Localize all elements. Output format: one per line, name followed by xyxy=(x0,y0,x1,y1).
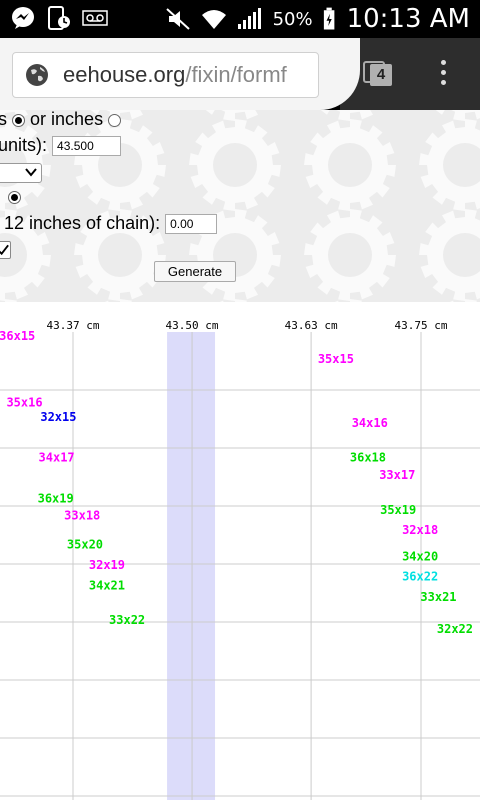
url-bar[interactable]: eehouse.org/fixin/formf xyxy=(12,52,319,98)
check-icon xyxy=(0,244,9,256)
url-path: /fixin/formf xyxy=(185,62,287,87)
units-inches-radio[interactable] xyxy=(108,113,122,127)
units-row: s or inches xyxy=(0,110,122,130)
gear-shape xyxy=(104,299,132,302)
x-tick-label: 43.37 cm xyxy=(47,319,100,332)
gear-ratio-label: 33x18 xyxy=(64,509,100,523)
status-bar: 50% 10:13 AM xyxy=(0,0,480,38)
option-radio[interactable] xyxy=(8,191,21,204)
gear-ratio-label: 32x15 xyxy=(40,410,76,424)
gear-ratio-label: 34x16 xyxy=(352,416,388,430)
gear-hole xyxy=(213,143,257,187)
units-option-label: s xyxy=(0,110,7,129)
url-domain: eehouse.org xyxy=(63,62,186,87)
battery-percent: 50% xyxy=(272,8,313,30)
clock: 10:13 AM xyxy=(346,4,470,34)
battery-charging-icon xyxy=(323,7,334,30)
gear-hole xyxy=(328,143,372,187)
gear-ratio-label: 35x16 xyxy=(6,396,42,410)
gear-ratio-label: 33x22 xyxy=(109,613,145,627)
gear-ratio-label: 34x20 xyxy=(402,549,438,563)
gear-ratio-label: 34x21 xyxy=(89,578,125,592)
gear-shape xyxy=(0,110,28,121)
form-panel: s or inches units): 43.500 12 inches of … xyxy=(0,110,480,302)
gear-hole xyxy=(98,233,142,277)
phone-notification-icon xyxy=(48,6,70,30)
gear-ratio-label: 36x19 xyxy=(38,491,74,505)
gear-ratio-label: 35x15 xyxy=(318,352,354,366)
x-tick-label: 43.50 cm xyxy=(166,319,219,332)
gear-ratio-label: 32x19 xyxy=(89,558,125,572)
chain-label: 12 inches of chain): xyxy=(4,213,161,233)
gear-ratio-label: 36x22 xyxy=(402,570,438,584)
gear-shape xyxy=(205,110,258,121)
length-row: units): 43.500 xyxy=(0,135,122,157)
mute-icon xyxy=(165,8,190,30)
target-length-highlight xyxy=(167,332,216,800)
gear-hole xyxy=(443,143,480,187)
overflow-menu-icon[interactable] xyxy=(438,60,448,90)
messenger-icon xyxy=(12,7,34,29)
gear-ratio-label: 32x22 xyxy=(437,622,473,636)
chain-input[interactable]: 0.00 xyxy=(165,214,218,235)
gear-ratio-label: 36x18 xyxy=(350,451,386,465)
chevron-down-icon xyxy=(25,168,37,177)
gear-hole xyxy=(443,233,480,277)
gear-ratio-label: 32x18 xyxy=(402,523,438,537)
signal-icon xyxy=(237,8,261,29)
gear-shape xyxy=(449,299,477,302)
gear-ratio-label: 35x19 xyxy=(380,503,416,517)
gear-shape xyxy=(320,110,373,121)
dropdown-select[interactable] xyxy=(0,163,42,183)
option-checkbox[interactable] xyxy=(0,241,11,259)
wifi-icon xyxy=(201,10,226,29)
gear-shape xyxy=(334,299,362,302)
gear-ratio-chart: 43.37 cm 43.50 cm 43.63 cm 43.75 cm 36x15 35x… xyxy=(0,302,480,800)
url-text: eehouse.org/fixin/formf xyxy=(63,62,287,88)
gear-ratio-label: 33x17 xyxy=(379,468,415,482)
gear-ratio-label: 33x21 xyxy=(420,590,456,604)
generate-button[interactable]: Generate xyxy=(154,261,236,282)
units-cm-radio[interactable] xyxy=(12,113,26,127)
gear-shape xyxy=(5,299,17,302)
chain-row: 12 inches of chain): 0.00 xyxy=(4,213,218,235)
gear-ratio-label: 36x15 xyxy=(0,329,35,343)
units-inches-label: or inches xyxy=(30,110,104,129)
length-input[interactable]: 43.500 xyxy=(52,136,122,157)
tab-count[interactable]: 4 xyxy=(370,64,392,86)
gear-shape xyxy=(435,110,480,121)
voicemail-icon xyxy=(82,10,108,26)
length-label: units): xyxy=(0,135,48,155)
globe-icon xyxy=(26,64,48,86)
gear-hole xyxy=(328,233,372,277)
gear-shape xyxy=(219,299,247,302)
x-tick-label: 43.75 cm xyxy=(395,319,448,332)
gear-ratio-label: 34x17 xyxy=(39,451,75,465)
gear-ratio-label: 35x20 xyxy=(67,538,103,552)
browser-toolbar: eehouse.org/fixin/formf 4 xyxy=(0,38,480,110)
x-tick-label: 43.63 cm xyxy=(285,319,338,332)
